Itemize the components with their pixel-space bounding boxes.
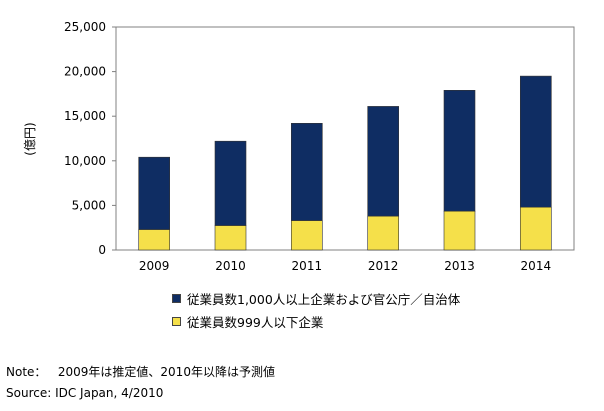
bar-2014-series-1 (519, 75, 552, 208)
bar-2010-series-1 (214, 140, 247, 226)
footnotes: Note： 2009年は推定値、2010年以降は予測値 Source: IDC … (6, 362, 275, 404)
y-tick-label: 0 (98, 243, 106, 257)
bar-2012-series-1 (367, 106, 400, 217)
y-tick-label: 15,000 (64, 109, 106, 123)
x-tick-label: 2013 (444, 259, 475, 270)
legend-swatch-yellow (172, 317, 181, 326)
legend-label-large-enterprise: 従業員数1,000人以上企業および官公庁／自治体 (187, 292, 461, 307)
y-tick-label: 20,000 (64, 65, 106, 79)
legend-item-small-enterprise: 従業員数999人以下企業 (172, 310, 460, 333)
bar-2010-series-0 (214, 225, 247, 251)
x-tick-label: 2010 (215, 259, 246, 270)
bar-2013-series-0 (443, 210, 476, 251)
note-row: Note： 2009年は推定値、2010年以降は予測値 (6, 362, 275, 383)
x-tick-label: 2009 (139, 259, 170, 270)
legend-swatch-navy (172, 294, 181, 303)
y-tick-label: 25,000 (64, 20, 106, 34)
note-label: Note： (6, 365, 47, 379)
y-tick-label: 5,000 (72, 198, 106, 212)
bar-2014-series-0 (519, 206, 552, 251)
source-text: Source: IDC Japan, 4/2010 (6, 386, 164, 400)
legend-item-large-enterprise: 従業員数1,000人以上企業および官公庁／自治体 (172, 287, 460, 310)
bar-2012-series-0 (367, 215, 400, 251)
x-ticks-group: 2009 2010 2011 2012 2013 2014 (139, 259, 551, 270)
bar-2009-series-0 (138, 229, 170, 251)
x-tick-label: 2014 (521, 259, 552, 270)
note-text: 2009年は推定値、2010年以降は予測値 (57, 365, 275, 379)
bar-2013-series-1 (443, 90, 476, 212)
bars-group (138, 75, 552, 251)
bar-2009-series-1 (138, 156, 170, 230)
legend-label-small-enterprise: 従業員数999人以下企業 (187, 315, 324, 330)
legend: 従業員数1,000人以上企業および官公庁／自治体 従業員数999人以下企業 (172, 287, 460, 333)
source-row: Source: IDC Japan, 4/2010 (6, 383, 275, 404)
y-ticks-group: 0 5,000 10,000 15,000 20,000 25,000 (64, 20, 116, 257)
x-tick-label: 2012 (368, 259, 399, 270)
y-tick-label: 10,000 (64, 154, 106, 168)
x-tick-label: 2011 (292, 259, 323, 270)
chart: (億円) 0 5,000 10,000 15,000 20,000 25,000 2009… (23, 20, 575, 270)
bar-2011-series-0 (290, 220, 323, 251)
y-axis-label: (億円) (23, 122, 37, 155)
bar-2011-series-1 (290, 123, 323, 221)
plot-area (115, 26, 575, 251)
